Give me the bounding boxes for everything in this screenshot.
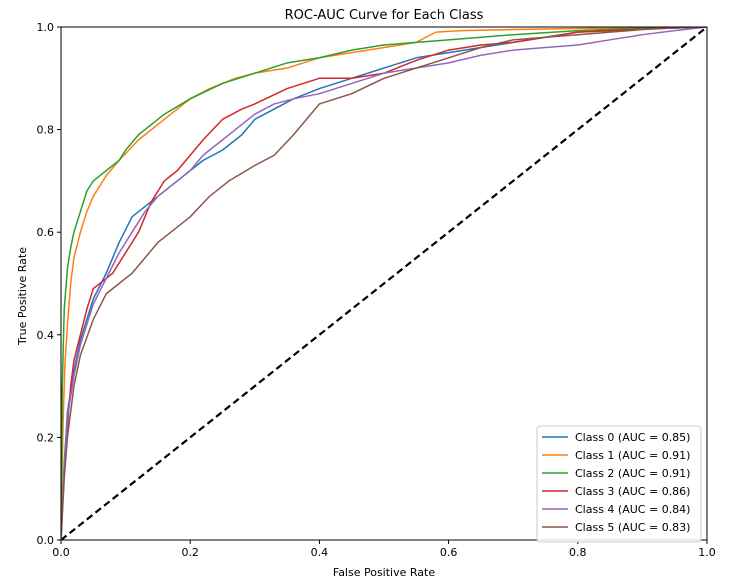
x-axis-title: False Positive Rate [333,566,435,579]
plot-frame [60,26,708,541]
plot-area [61,27,707,540]
series-line-class-2 [61,27,707,540]
y-tick-label: 0.2 [37,431,55,444]
y-axis-title: True Positive Rate [16,247,29,346]
legend-label-class-5: Class 5 (AUC = 0.83) [575,521,690,534]
diagonal-reference-line [61,27,707,540]
legend-label-class-3: Class 3 (AUC = 0.86) [575,485,690,498]
legend-label-class-1: Class 1 (AUC = 0.91) [575,449,690,462]
y-tick-label: 0.6 [37,226,55,239]
chart-title: ROC-AUC Curve for Each Class [285,8,484,23]
x-tick-label: 0.0 [52,546,70,559]
legend-label-class-4: Class 4 (AUC = 0.84) [575,503,690,516]
legend-label-class-2: Class 2 (AUC = 0.91) [575,467,690,480]
x-tick-label: 0.6 [440,546,458,559]
series-line-class-5 [61,27,707,540]
y-tick-label: 1.0 [37,21,55,34]
legend: Class 0 (AUC = 0.85) Class 1 (AUC = 0.91)… [536,425,702,543]
legend-label-class-0: Class 0 (AUC = 0.85) [575,431,690,444]
x-tick-label: 0.4 [311,546,329,559]
x-tick-label: 1.0 [698,546,716,559]
y-tick-label: 0.0 [37,534,55,547]
y-tick-label: 0.8 [37,124,55,137]
series-line-class-4 [61,27,707,540]
x-tick-label: 0.2 [181,546,199,559]
y-tick-label: 0.4 [37,329,55,342]
x-tick-label: 0.8 [569,546,587,559]
axes: 0.0 0.2 0.4 0.6 0.8 1.0 0.0 0.2 0.4 0.6 0.8 1.0 [37,21,716,559]
legend-box [536,425,702,543]
